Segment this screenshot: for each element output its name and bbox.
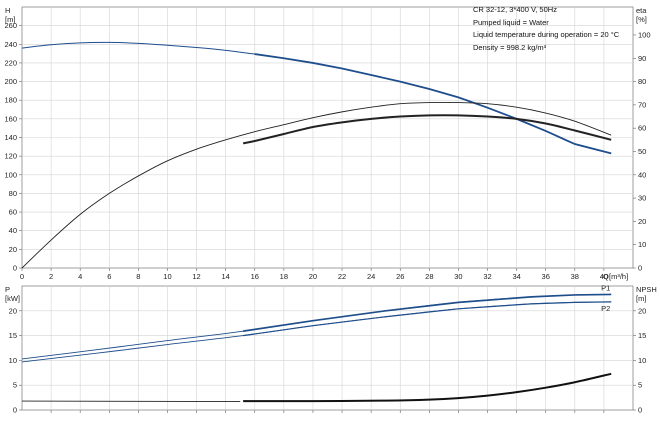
pump-info-box: CR 32-12, 3*400 V, 50Hz Pumped liquid = … [473, 4, 633, 54]
series-line-H-curve [21, 41, 612, 154]
pump-model-label: CR 32-12, 3*400 V, 50Hz [473, 5, 557, 14]
y-left-tick-label: 160 [4, 114, 17, 123]
y-left-tick-label: 120 [4, 152, 17, 161]
x-tick-label: 0 [20, 272, 24, 281]
liquid-temperature-label: Liquid temperature during operation = 20… [473, 30, 620, 39]
y-right-tick-label: 20 [638, 217, 646, 226]
series-line-NPSH-duty [243, 372, 612, 403]
y-right-tick-label: 10 [638, 240, 646, 249]
y-left-tick-label: 220 [4, 58, 17, 67]
series-line-eta-curve-duty [242, 114, 612, 145]
x-tick-label: 36 [542, 272, 550, 281]
y-left-tick-label: 40 [9, 226, 17, 235]
y-left-tick-label: 260 [4, 21, 17, 30]
y-right-axis-name: NPSH [636, 285, 657, 294]
y-right-axis-unit: [%] [636, 15, 647, 24]
series-line-eta-curve-full [21, 101, 612, 269]
y-left-tick-label: 0 [13, 406, 17, 415]
series-line-P2-duty [243, 301, 612, 337]
y-left-tick-label: 10 [9, 356, 17, 365]
series-label-P1: P1 [601, 283, 610, 292]
x-tick-label: 20 [309, 272, 317, 281]
x-tick-label: 10 [163, 272, 171, 281]
y-right-tick-label: 60 [638, 124, 646, 133]
y-left-tick-label: 20 [9, 306, 17, 315]
y-left-tick-label: 60 [9, 208, 17, 217]
pumped-liquid-label: Pumped liquid = Water [473, 17, 549, 27]
series-line-NPSH-low [21, 400, 241, 403]
y-left-tick-label: 15 [9, 331, 17, 340]
y-right-tick-label: 40 [638, 170, 646, 179]
x-tick-label: 28 [425, 272, 433, 281]
y-left-axis-unit: [kW] [5, 294, 20, 303]
x-tick-label: 32 [483, 272, 491, 281]
x-tick-label: 14 [221, 272, 229, 281]
x-axis-unit: [m³/h] [609, 272, 628, 281]
x-tick-label: 40 [600, 272, 608, 281]
y-left-axis-name: H [5, 6, 10, 15]
y-left-tick-label: 80 [9, 189, 17, 198]
y-right-tick-label: 5 [638, 381, 642, 390]
y-left-axis-name: P [5, 285, 10, 294]
x-tick-label: 8 [136, 272, 140, 281]
y-left-tick-label: 100 [4, 170, 17, 179]
x-tick-label: 12 [192, 272, 200, 281]
x-tick-label: 38 [571, 272, 579, 281]
x-tick-label: 2 [49, 272, 53, 281]
y-right-tick-label: 100 [638, 30, 651, 39]
y-left-axis-unit: [m] [5, 15, 15, 24]
plot-frame-1 [21, 285, 634, 411]
y-left-tick-label: 20 [9, 245, 17, 254]
x-tick-label: 26 [396, 272, 404, 281]
y-left-tick-label: 180 [4, 96, 17, 105]
y-right-axis-name: eta [636, 6, 647, 15]
x-tick-label: 30 [454, 272, 462, 281]
density-label: Density = 998.2 kg/m³ [473, 42, 547, 52]
y-right-tick-label: 0 [638, 264, 642, 273]
x-tick-label: 24 [367, 272, 375, 281]
y-right-tick-label: 50 [638, 147, 646, 156]
y-left-tick-label: 140 [4, 133, 17, 142]
y-right-tick-label: 15 [638, 331, 646, 340]
x-tick-label: 16 [251, 272, 259, 281]
y-right-axis-unit: [m] [636, 294, 646, 303]
x-tick-label: 34 [512, 272, 520, 281]
y-left-tick-label: 0 [13, 264, 17, 273]
x-tick-label: 22 [338, 272, 346, 281]
x-tick-label: 6 [107, 272, 111, 281]
x-tick-label: 18 [280, 272, 288, 281]
y-right-tick-label: 20 [638, 306, 646, 315]
y-right-tick-label: 10 [638, 356, 646, 365]
y-right-tick-label: 90 [638, 54, 646, 63]
series-line-P1-duty [242, 293, 612, 332]
y-right-tick-label: 30 [638, 194, 646, 203]
series-line-H-duty [254, 53, 612, 155]
y-right-tick-label: 70 [638, 100, 646, 109]
x-tick-label: 4 [78, 272, 82, 281]
y-left-tick-label: 240 [4, 40, 17, 49]
y-right-tick-label: 80 [638, 77, 646, 86]
y-left-tick-label: 200 [4, 77, 17, 86]
y-left-tick-label: 5 [13, 381, 17, 390]
y-right-tick-label: 0 [638, 406, 642, 415]
x-axis-name: Q [603, 272, 609, 281]
series-label-P2: P2 [601, 304, 610, 313]
